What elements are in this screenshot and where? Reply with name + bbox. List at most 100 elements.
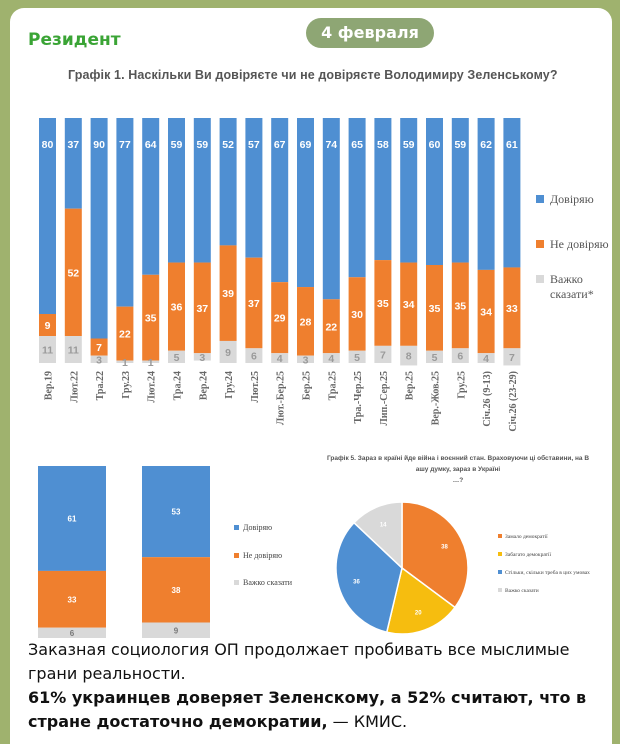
chart1-data-label: 7 — [380, 349, 386, 361]
chart1-tick-label: Січ.26 (23-29) — [508, 371, 519, 432]
message-line: Заказная социология ОП продолжает пробив… — [28, 640, 570, 683]
chart1-bar-distrust — [64, 208, 82, 337]
chart1-bar-unsure — [322, 353, 340, 363]
chart1-bar-unsure — [116, 360, 134, 363]
chart1-bar-unsure — [426, 350, 443, 363]
chart1-bar-trust — [219, 118, 237, 246]
chart1-data-label: 37 — [196, 303, 208, 315]
chart1-bar-trust — [64, 118, 82, 209]
chart1-data-label: 34 — [403, 299, 415, 311]
chart3-slice — [335, 521, 403, 634]
chart1-bar-trust — [245, 118, 263, 258]
chart2-bar-trust — [142, 466, 210, 558]
chart1-trust-bars: 80911Вер.19375211Лют.229073Тра.2277221Гр… — [39, 118, 609, 432]
chart1-bar-unsure — [245, 348, 263, 363]
chart1-data-label: 74 — [325, 139, 337, 151]
chart1-bar-unsure — [451, 348, 469, 363]
chart1-data-label: 4 — [328, 353, 334, 365]
chart1-tick-label: Тра.24 — [173, 371, 184, 400]
chart1-data-label: 36 — [171, 302, 183, 314]
chart1-data-label: 90 — [93, 139, 105, 151]
chart1-data-label: 77 — [119, 139, 131, 151]
chart1-bar-unsure — [297, 355, 314, 363]
chart1-bar-trust — [39, 118, 56, 314]
message-bold-claim: 61% украинцев доверяет Зеленскому, а 52%… — [28, 688, 587, 731]
chart3-data-label: 38 — [441, 545, 448, 551]
chart2-data-label: 6 — [70, 629, 75, 638]
chart1-bar-trust — [168, 118, 185, 263]
chart2-bar-distrust — [142, 557, 210, 623]
chart2-legend-swatch — [234, 553, 239, 558]
chart2-bar-unsure — [38, 627, 106, 638]
chart1-bar-trust — [426, 118, 443, 265]
chart1-legend-swatch — [536, 195, 544, 203]
chart1-tick-label: Лют.-Бер.25 — [276, 371, 287, 425]
chart1-bar-distrust — [400, 262, 418, 346]
chart1-data-label: 59 — [454, 139, 466, 151]
chart1-bar-trust — [90, 118, 108, 339]
chart1-data-label: 69 — [300, 139, 312, 151]
chart1-data-label: 61 — [506, 139, 518, 151]
chart2-legend-swatch — [234, 525, 239, 530]
sender-name[interactable]: Резидент — [28, 30, 121, 50]
chart1-tick-label: Січ.26 (9-13) — [482, 371, 493, 427]
chart1-bar-unsure — [142, 360, 160, 363]
chart1-data-label: 33 — [506, 303, 518, 315]
chart1-data-label: 39 — [222, 288, 234, 300]
chart1-data-label: 9 — [45, 320, 51, 332]
chart1-data-label: 7 — [96, 342, 102, 354]
chart1-data-label: 1 — [148, 357, 154, 369]
chart1-bar-unsure — [374, 345, 392, 363]
chart3-slice — [352, 501, 403, 570]
chart2-data-label: 33 — [68, 595, 77, 604]
chart1-bar-trust — [271, 118, 289, 283]
chart1-data-label: 4 — [483, 353, 489, 365]
chart1-data-label: 5 — [432, 352, 438, 364]
chart1-bar-trust — [503, 118, 521, 268]
chart1-data-label: 30 — [351, 309, 363, 321]
chart2-bar-distrust — [38, 570, 106, 628]
chart1-data-label: 80 — [42, 139, 54, 151]
chart1-tick-label: Гру.24 — [224, 371, 235, 399]
chart1-data-label: 52 — [222, 139, 234, 151]
chart1-tick-label: Лют.22 — [69, 371, 80, 403]
chart2-small-bars: 61 33 6 53 38 9 Довіряю Не довіряю Важко сказати — [38, 466, 293, 638]
chart1-tick-label: Тра.25 — [327, 371, 338, 400]
chart1-bar-trust — [297, 118, 314, 288]
chart1-legend-label: Не довіряю — [550, 237, 609, 251]
chart1-bar-trust — [322, 118, 340, 300]
chart1-bar-distrust — [503, 267, 521, 349]
chart1-data-label: 64 — [145, 139, 157, 151]
chart1-data-label: 67 — [274, 139, 286, 151]
chart1-data-label: 35 — [145, 313, 157, 325]
chart1-bar-unsure — [400, 345, 418, 366]
chart1-bar-trust — [477, 118, 495, 270]
chart1-bar-distrust — [348, 277, 366, 351]
chart2-data-label: 61 — [68, 514, 77, 523]
chart1-data-label: 3 — [96, 354, 102, 366]
chart1-data-label: 62 — [480, 139, 492, 151]
chart1-bar-distrust — [193, 262, 211, 354]
chart2-bar-unsure — [142, 622, 210, 638]
chart3-slice — [385, 566, 456, 635]
chart1-bar-distrust — [297, 287, 314, 356]
chart1-bar-distrust — [374, 260, 392, 346]
chart1-bar-trust — [400, 118, 418, 263]
chart3-slice — [401, 501, 469, 609]
chart1-data-label: 11 — [42, 345, 53, 357]
chart1-bar-unsure — [168, 350, 185, 363]
chart1-tick-label: Лют.24 — [147, 371, 158, 403]
chart1-bar-unsure — [348, 350, 366, 363]
chart1-bar-distrust — [39, 314, 56, 337]
chart1-bar-unsure — [39, 336, 56, 363]
chart1-data-label: 65 — [351, 139, 363, 151]
chart1-data-label: 4 — [277, 353, 283, 365]
chart2-legend-label: Довіряю — [243, 523, 272, 532]
chart1-bar-unsure — [271, 353, 289, 363]
chart1-data-label: 5 — [354, 352, 360, 364]
message-text: Заказная социология ОП продолжает пробив… — [28, 638, 598, 734]
chart1-title: Графік 1. Наскільки Ви довіряєте чи не д… — [68, 68, 558, 82]
chart3-legend-label: Важко сказати — [505, 588, 539, 594]
chart3-data-label: 36 — [353, 580, 360, 586]
chart1-data-label: 35 — [377, 298, 389, 310]
